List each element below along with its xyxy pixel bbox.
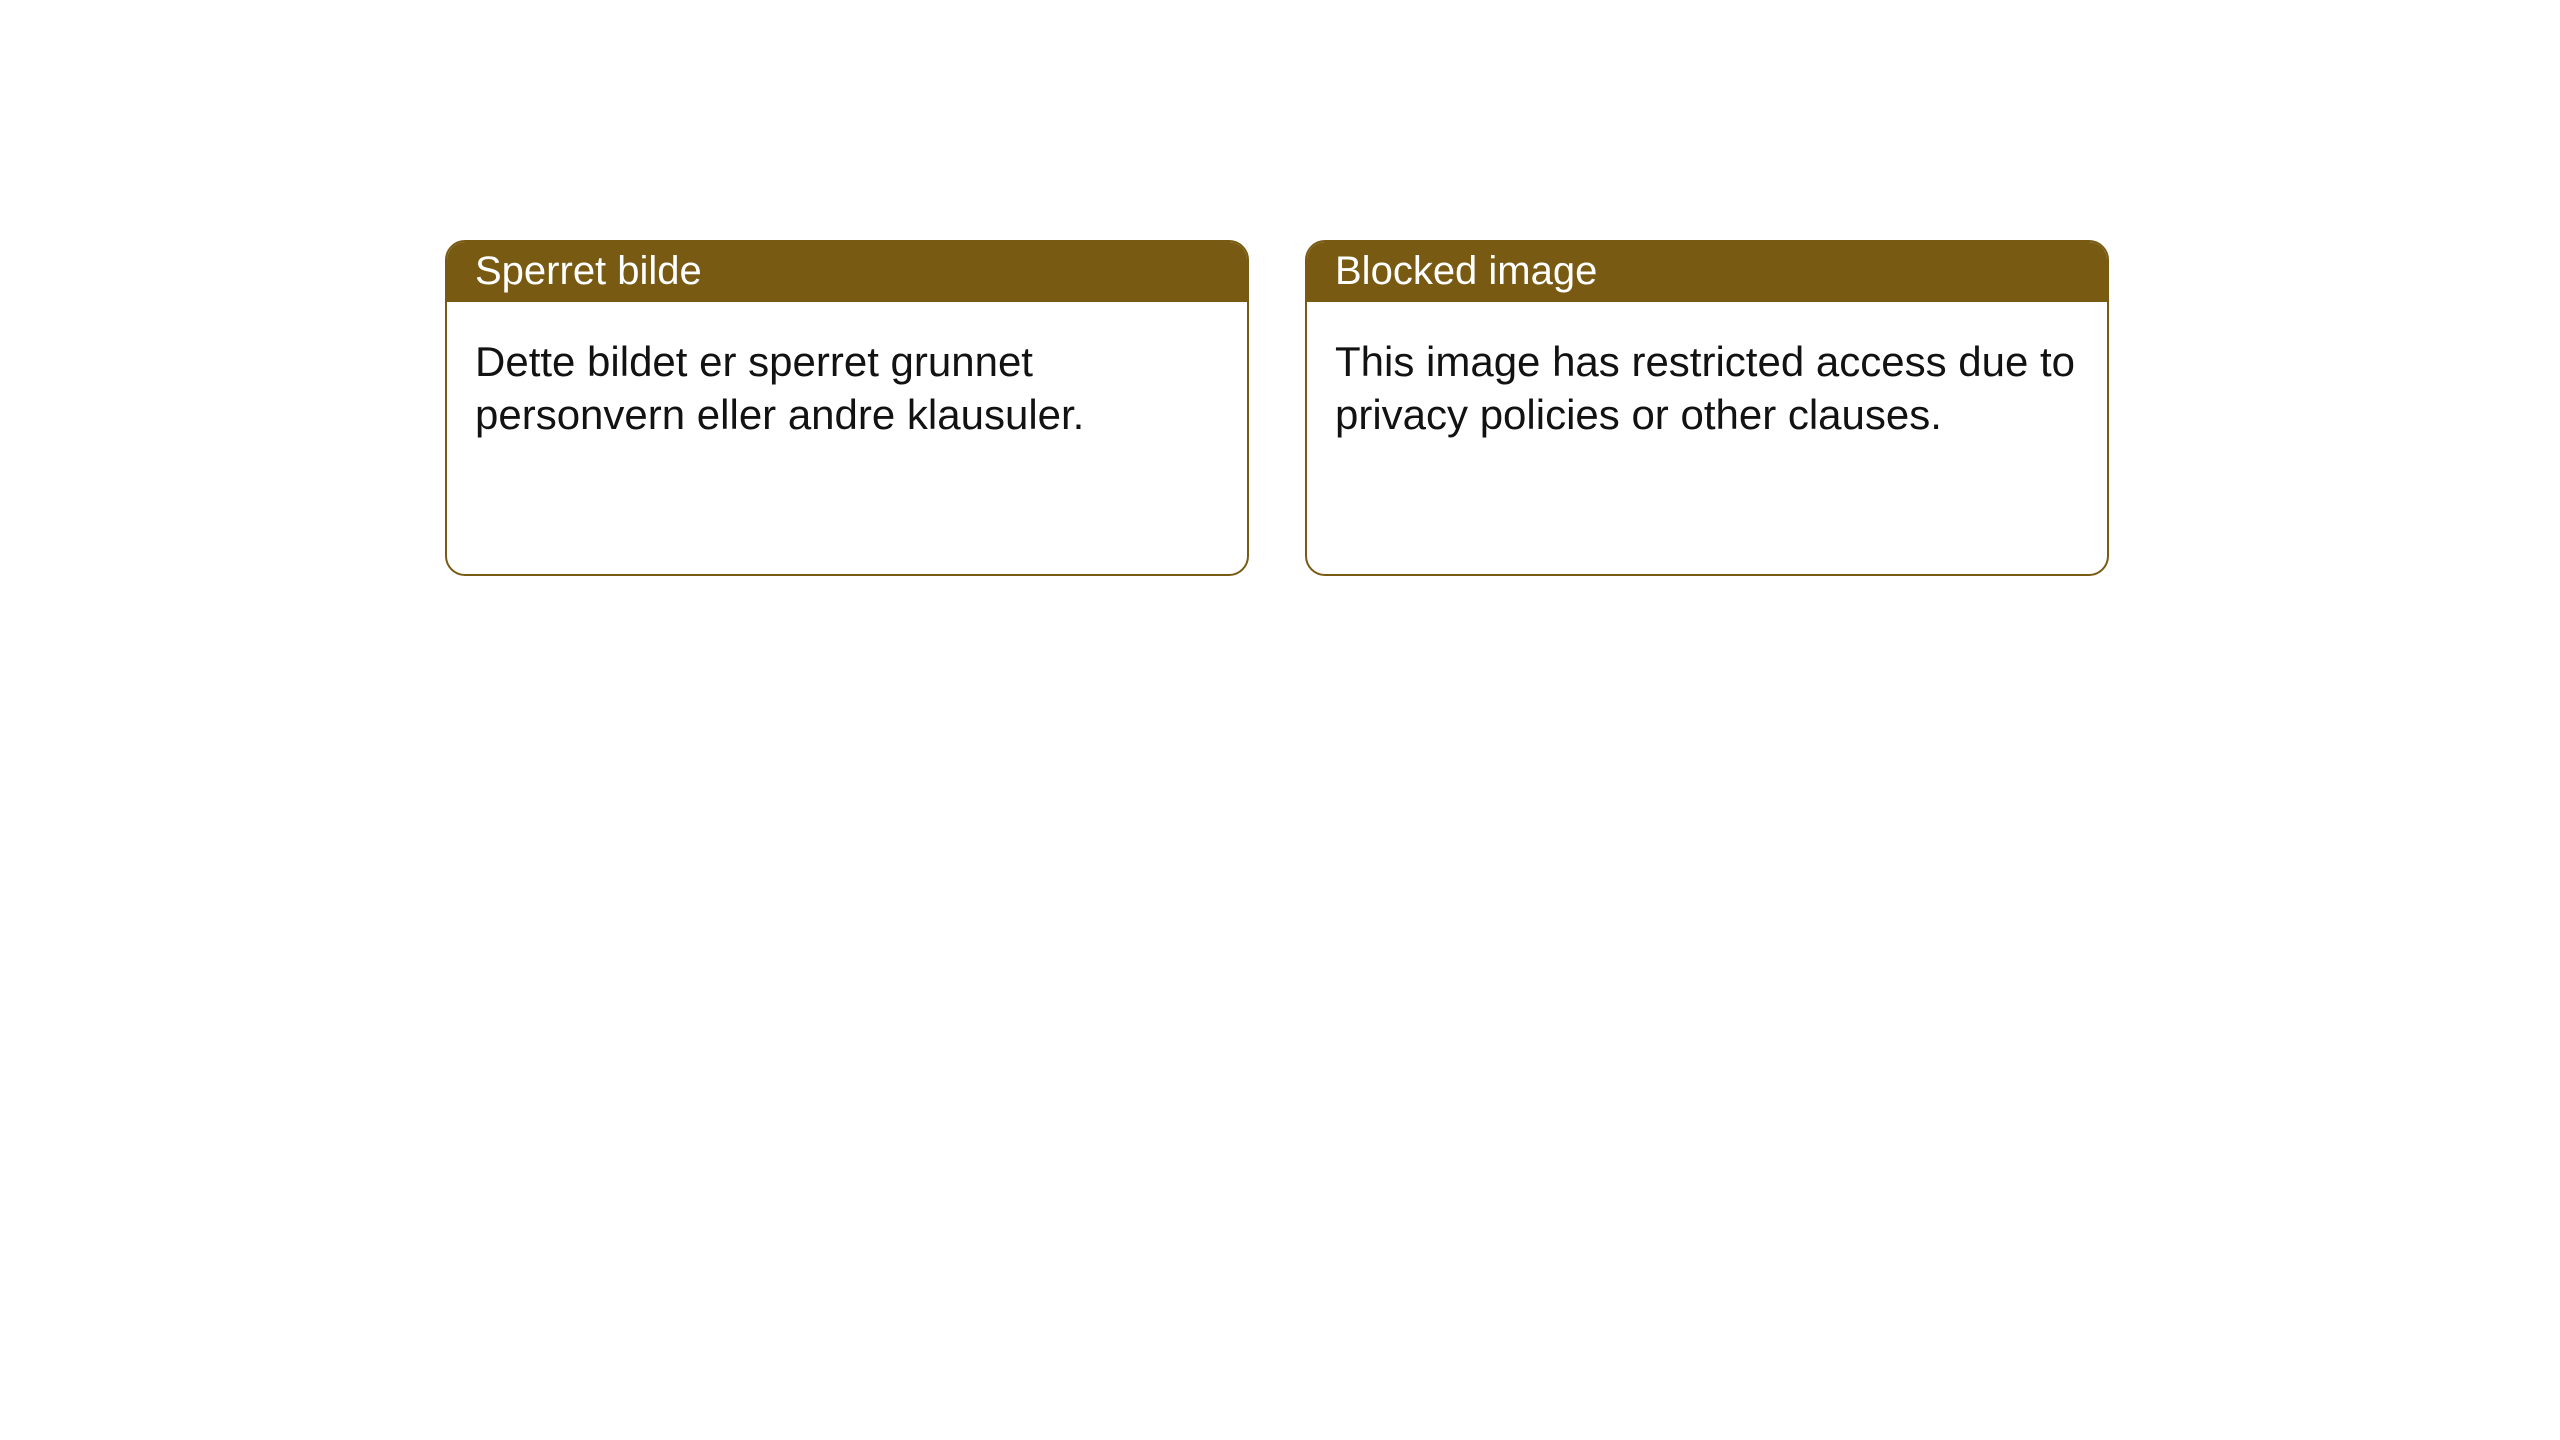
card-body: This image has restricted access due to …: [1307, 302, 2107, 475]
card-container: Sperret bilde Dette bildet er sperret gr…: [445, 240, 2109, 576]
card-body-text: This image has restricted access due to …: [1335, 338, 2075, 438]
card-header: Blocked image: [1307, 242, 2107, 302]
card-body: Dette bildet er sperret grunnet personve…: [447, 302, 1247, 475]
card-header: Sperret bilde: [447, 242, 1247, 302]
card-title: Sperret bilde: [475, 249, 702, 294]
blocked-image-card-en: Blocked image This image has restricted …: [1305, 240, 2109, 576]
card-body-text: Dette bildet er sperret grunnet personve…: [475, 338, 1084, 438]
blocked-image-card-no: Sperret bilde Dette bildet er sperret gr…: [445, 240, 1249, 576]
card-title: Blocked image: [1335, 249, 1597, 294]
